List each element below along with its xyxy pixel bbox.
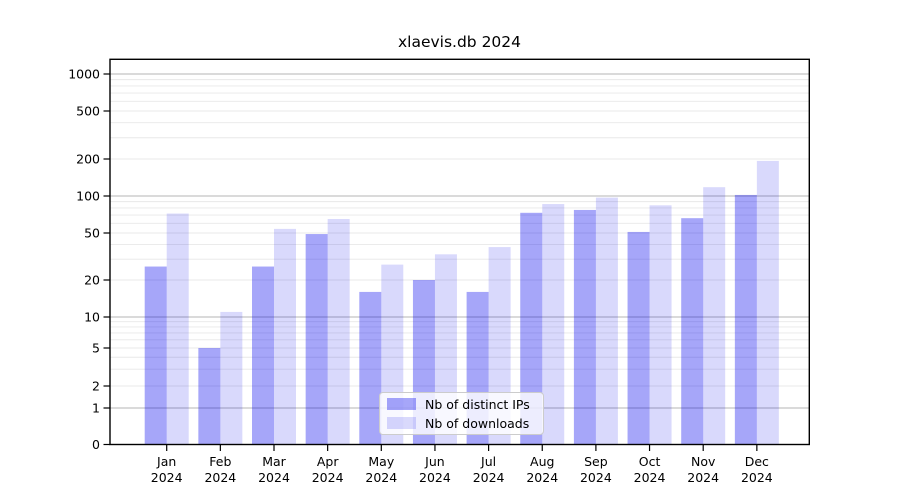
y-tick-label: 1	[92, 401, 100, 416]
x-tick-label-month: Sep	[584, 454, 608, 469]
x-tick-label-month: Nov	[691, 454, 716, 469]
bar	[198, 348, 221, 445]
x-tick-label-year: 2024	[526, 470, 558, 485]
axis-frame	[109, 58, 810, 446]
distinct-ips-swatch-icon	[387, 398, 416, 410]
legend-label: Nb of distinct IPs	[425, 396, 530, 412]
x-tick-label-month: Aug	[530, 454, 554, 469]
bar	[327, 218, 350, 445]
bar	[703, 187, 726, 445]
x-tick-label-year: 2024	[473, 470, 505, 485]
y-tick-label: 0	[92, 437, 100, 452]
bar	[595, 197, 618, 445]
x-tick-label-month: Dec	[745, 454, 769, 469]
x-tick-label-year: 2024	[580, 470, 612, 485]
x-tick-label-year: 2024	[741, 470, 773, 485]
x-tick-label-month: Mar	[262, 454, 286, 469]
x-tick-label-month: Jun	[424, 454, 445, 469]
bar	[542, 204, 565, 445]
bar	[166, 213, 189, 445]
bar	[520, 212, 543, 445]
x-tick-label-year: 2024	[258, 470, 290, 485]
y-tick-label: 2	[92, 379, 100, 394]
y-tick-label: 5	[92, 341, 100, 356]
y-tick-label: 100	[76, 189, 100, 204]
bar	[305, 234, 328, 445]
legend-item-downloads: Nb of downloads	[387, 416, 543, 431]
y-tick-label: 200	[76, 152, 100, 167]
bar	[573, 209, 596, 445]
legend: Nb of distinct IPs Nb of downloads	[379, 392, 544, 435]
downloads-swatch-icon	[387, 417, 416, 429]
bar	[359, 291, 382, 445]
x-tick-label-year: 2024	[312, 470, 344, 485]
y-tick-label: 50	[84, 226, 100, 241]
y-tick-label: 20	[84, 273, 100, 288]
bar	[274, 228, 296, 445]
x-tick-label-month: May	[368, 454, 394, 469]
x-tick-label-year: 2024	[419, 470, 451, 485]
legend-label: Nb of downloads	[425, 415, 530, 431]
bar	[756, 160, 779, 445]
x-tick-label-month: Jul	[480, 454, 496, 469]
bar	[627, 231, 650, 445]
x-tick-label-year: 2024	[687, 470, 719, 485]
y-tick-label: 500	[76, 104, 100, 119]
bar	[681, 218, 704, 445]
bar	[734, 194, 757, 445]
bar	[649, 205, 672, 445]
x-tick-label-month: Oct	[639, 454, 661, 469]
x-tick-label-year: 2024	[151, 470, 183, 485]
x-tick-label-month: Jan	[156, 454, 176, 469]
bar	[220, 311, 243, 445]
y-tick-label: 10	[84, 310, 100, 325]
legend-item-distinct-ips: Nb of distinct IPs	[387, 397, 543, 412]
x-tick-label-month: Apr	[317, 454, 339, 469]
bar	[144, 266, 167, 445]
x-tick-label-year: 2024	[634, 470, 666, 485]
x-tick-label-month: Feb	[209, 454, 231, 469]
x-tick-label-year: 2024	[204, 470, 236, 485]
y-tick-label: 1000	[68, 67, 100, 82]
x-tick-label-year: 2024	[365, 470, 397, 485]
chart-title: xlaevis.db 2024	[397, 33, 522, 51]
bar	[252, 266, 274, 445]
